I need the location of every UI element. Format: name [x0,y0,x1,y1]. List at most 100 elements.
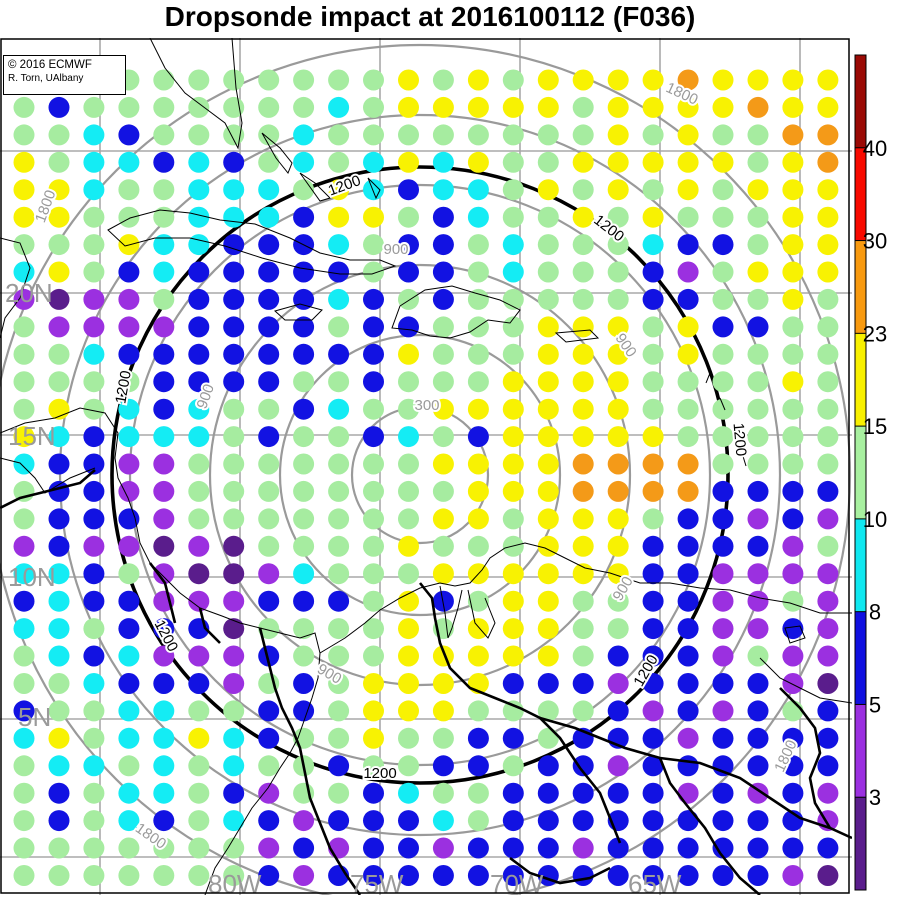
colorbar-tick-label: 5 [869,692,881,717]
impact-dot [782,398,804,420]
impact-dot [83,343,105,365]
impact-dot [572,151,594,173]
impact-dot [747,727,769,749]
impact-dot [398,453,419,475]
impact-dot [258,810,280,832]
impact-dot [432,206,454,228]
impact-dot [467,179,489,201]
impact-dot [642,288,664,310]
impact-dot [118,618,140,640]
coastlines [0,38,852,895]
impact-dot [328,179,350,201]
impact-dot [712,343,734,365]
impact-dot [48,837,70,859]
impact-dot [398,480,419,502]
impact-dot [13,618,35,640]
impact-dot [188,234,210,256]
impact-dot [817,727,839,749]
impact-dot [432,288,454,310]
impact-dot [747,151,769,173]
coastline [149,38,243,150]
impact-dot [363,151,384,173]
impact-dot [83,837,105,859]
impact-dot [328,426,350,448]
impact-dot [153,288,175,310]
impact-dot [398,96,419,118]
impact-dot [223,508,245,530]
impact-dot [537,343,559,365]
impact-dot [328,673,350,694]
impact-dot [188,206,210,228]
impact-dot [467,234,489,256]
impact-dot [223,673,245,694]
coastline [0,457,96,494]
credit-line-1: © 2016 ECMWF [8,59,92,71]
impact-dot [118,645,140,667]
impact-dot [118,508,140,530]
impact-dot [363,810,384,832]
coastline [261,132,293,174]
impact-dot [293,865,315,886]
impact-dot [83,618,105,640]
impact-dot [188,727,210,749]
colorbar-tick-label: 8 [869,600,881,625]
impact-dot [712,398,734,420]
impact-dot [817,426,839,448]
impact-dot [467,837,489,859]
impact-dot [118,371,140,393]
impact-dot [747,810,769,832]
lat-label: 20N [5,278,53,308]
impact-dot [328,810,350,832]
impact-dot [432,700,454,722]
colorbar-frame [854,54,867,891]
impact-dot [677,727,699,749]
impact-dot [712,316,734,338]
impact-dot [572,234,594,256]
impact-dot [642,782,664,804]
impact-dot [607,398,629,420]
impact-dot [467,261,489,283]
impact-dot [328,480,350,502]
impact-dot [258,288,280,310]
impact-dot [572,343,594,365]
coastline [704,357,711,384]
impact-dot [642,179,664,201]
impact-dot [782,508,804,530]
impact-dot [398,343,419,365]
coastline [784,625,806,644]
impact-dot [432,426,454,448]
impact-dot [258,645,280,667]
impact-dot [607,124,629,146]
impact-dot [502,234,524,256]
impact-dots [13,69,839,886]
impact-dot [642,727,664,749]
impact-dot [188,755,210,777]
impact-dot [188,288,210,310]
impact-dot [537,480,559,502]
impact-dot [747,398,769,420]
impact-dot [677,590,699,612]
impact-dot [83,234,105,256]
impact-dot [118,261,140,283]
impact-dot [607,426,629,448]
impact-dot [712,426,734,448]
coastline [204,632,321,895]
impact-dot [153,645,175,667]
impact-dot [782,727,804,749]
impact-dot [153,563,175,585]
impact-dot [328,316,350,338]
impact-dot [572,206,594,228]
impact-dot [293,508,315,530]
impact-dot [83,865,105,886]
impact-dot [642,508,664,530]
impact-dot [363,96,384,118]
impact-dot [153,480,175,502]
impact-dot [223,590,245,612]
impact-dot [258,508,280,530]
impact-dot [642,837,664,859]
impact-dot [13,645,35,667]
impact-dot [782,343,804,365]
range-ring [128,183,712,767]
country-border [0,469,96,510]
